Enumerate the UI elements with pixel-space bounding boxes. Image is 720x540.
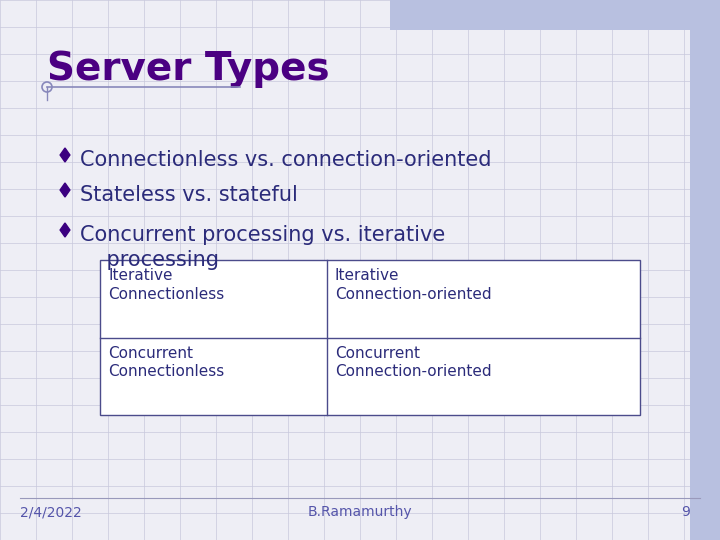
Text: Iterative
Connection-oriented: Iterative Connection-oriented	[335, 268, 492, 302]
Bar	[390, 0, 720, 30]
Bar	[690, 0, 720, 540]
Text: Connectionless vs. connection-oriented: Connectionless vs. connection-oriented	[80, 150, 492, 170]
Text: 2/4/2022: 2/4/2022	[20, 505, 82, 519]
Text: Server Types: Server Types	[47, 50, 330, 88]
Bar	[100, 260, 640, 415]
Text: Iterative
Connectionless: Iterative Connectionless	[108, 268, 224, 302]
Polygon shape	[60, 148, 70, 162]
Text: Concurrent
Connection-oriented: Concurrent Connection-oriented	[335, 346, 492, 379]
Text: Concurrent processing vs. iterative
    processing: Concurrent processing vs. iterative proc…	[80, 225, 445, 270]
Text: 9: 9	[681, 505, 690, 519]
Polygon shape	[60, 183, 70, 197]
Text: Concurrent
Connectionless: Concurrent Connectionless	[108, 346, 224, 379]
Text: Stateless vs. stateful: Stateless vs. stateful	[80, 185, 298, 205]
Text: B.Ramamurthy: B.Ramamurthy	[307, 505, 413, 519]
Polygon shape	[60, 223, 70, 237]
